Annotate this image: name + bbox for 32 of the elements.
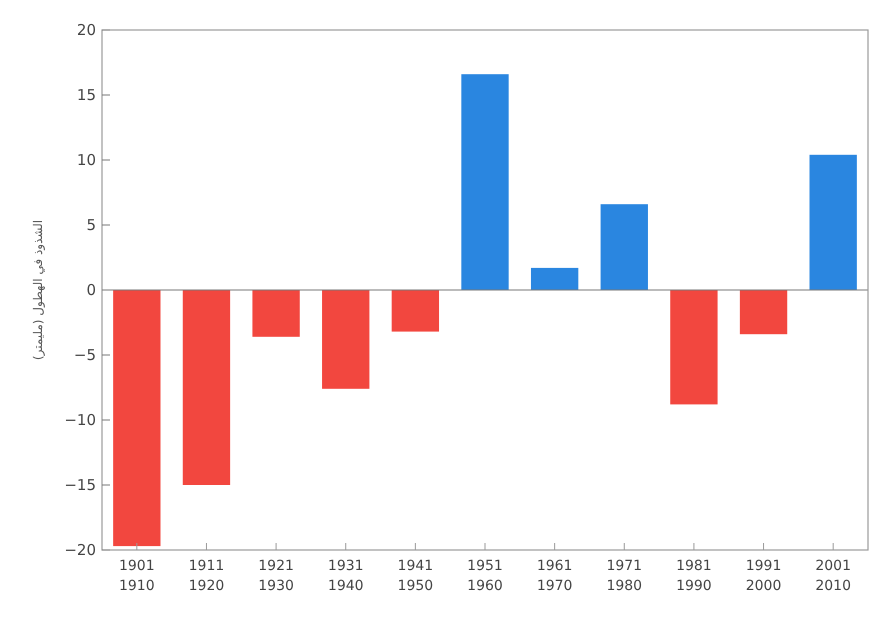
y-axis-title: الشذوذ في الهطول (مليمتر) (31, 220, 45, 360)
bar (113, 290, 160, 546)
x-tick-label: 1901 1910 (119, 558, 155, 594)
y-tick-label: 10 (76, 151, 96, 169)
bar (461, 74, 509, 290)
bar (392, 290, 440, 332)
bar (322, 290, 370, 389)
bar (670, 290, 718, 404)
bar (740, 290, 788, 334)
x-tick-label: 1951 1960 (467, 558, 503, 594)
y-tick-label: 20 (76, 21, 96, 39)
bar (600, 204, 648, 290)
bar (252, 290, 300, 337)
y-tick-label: −10 (64, 411, 96, 429)
x-tick-label: 1941 1950 (398, 558, 434, 594)
x-tick-label: 1971 1980 (606, 558, 642, 594)
bar (182, 290, 230, 485)
y-tick-label: −5 (74, 346, 96, 364)
y-tick-label: 0 (86, 281, 96, 299)
x-tick-label: 1961 1970 (536, 558, 572, 594)
y-tick-label: −20 (64, 541, 96, 559)
x-tick-label: 1981 1990 (676, 558, 712, 594)
x-tick-label: 1921 1930 (258, 558, 294, 594)
y-tick-label: 15 (76, 86, 96, 104)
x-tick-label: 2001 2010 (815, 558, 851, 594)
x-tick-label: 1991 2000 (746, 558, 782, 594)
x-tick-label: 1911 1920 (188, 558, 224, 594)
y-tick-label: 5 (86, 216, 96, 234)
bar (810, 154, 857, 290)
x-tick-label: 1931 1940 (328, 558, 364, 594)
y-tick-label: −15 (64, 476, 96, 494)
bar (530, 268, 578, 290)
